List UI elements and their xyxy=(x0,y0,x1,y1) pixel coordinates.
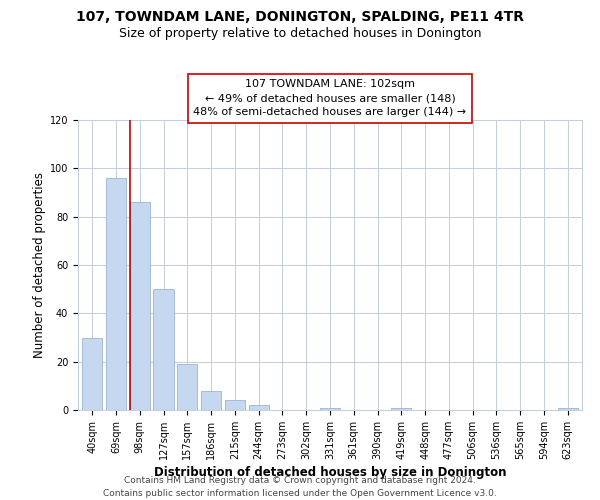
Text: Contains HM Land Registry data © Crown copyright and database right 2024.
Contai: Contains HM Land Registry data © Crown c… xyxy=(103,476,497,498)
Bar xyxy=(557,408,578,410)
Text: 107, TOWNDAM LANE, DONINGTON, SPALDING, PE11 4TR: 107, TOWNDAM LANE, DONINGTON, SPALDING, … xyxy=(76,10,524,24)
Bar xyxy=(130,202,150,410)
Bar xyxy=(177,364,197,410)
Bar xyxy=(154,289,173,410)
Bar xyxy=(225,400,245,410)
Bar xyxy=(248,405,269,410)
Text: Size of property relative to detached houses in Donington: Size of property relative to detached ho… xyxy=(119,28,481,40)
Y-axis label: Number of detached properties: Number of detached properties xyxy=(32,172,46,358)
Bar xyxy=(201,390,221,410)
Bar xyxy=(106,178,126,410)
Bar xyxy=(391,408,412,410)
X-axis label: Distribution of detached houses by size in Donington: Distribution of detached houses by size … xyxy=(154,466,506,479)
Bar xyxy=(82,338,103,410)
Text: 107 TOWNDAM LANE: 102sqm
← 49% of detached houses are smaller (148)
48% of semi-: 107 TOWNDAM LANE: 102sqm ← 49% of detach… xyxy=(193,79,467,117)
Bar xyxy=(320,408,340,410)
